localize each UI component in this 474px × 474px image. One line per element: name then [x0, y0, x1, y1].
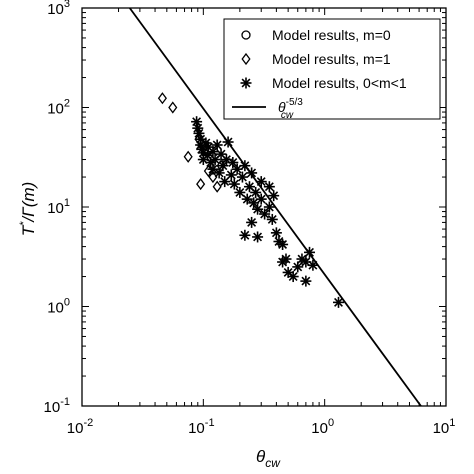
- legend-entries: Model results, m=0 Model results, m=1 Mode…: [232, 27, 407, 121]
- data-point-asterisk: [202, 141, 214, 153]
- data-point-asterisk: [239, 229, 251, 241]
- legend-entry: Model results, m=0: [241, 27, 391, 43]
- y-tick-label-exp: 2: [64, 98, 70, 110]
- data-point-asterisk: [234, 186, 246, 198]
- data-point-diamond: [196, 177, 206, 191]
- data-point-diamond: [208, 170, 218, 184]
- legend-marker-circle: [241, 30, 251, 40]
- legend-box: [223, 18, 441, 120]
- y-tick-label: 102: [47, 98, 70, 118]
- data-point-asterisk: [227, 157, 239, 169]
- x-tick-label: 10-1: [188, 417, 214, 437]
- x-tick-label-base: 10: [188, 420, 205, 437]
- x-axis-label-sub: cw: [265, 456, 281, 470]
- data-point-asterisk: [292, 261, 304, 273]
- legend-label-sub: cw: [281, 110, 294, 121]
- y-tick-label-exp: 3: [64, 0, 70, 10]
- x-tick-label-exp: -1: [205, 417, 215, 429]
- data-point-diamond: [168, 101, 178, 114]
- legend-marker-diamond: [241, 52, 251, 66]
- data-point-asterisk: [304, 246, 316, 258]
- y-tick-label-base: 10: [47, 300, 64, 317]
- y-tick-label: 10-1: [44, 396, 70, 416]
- data-point-asterisk: [255, 176, 267, 188]
- data-point-asterisk: [228, 178, 240, 190]
- y-tick-label: 101: [47, 197, 70, 217]
- x-tick-label-exp: 1: [449, 417, 455, 429]
- data-point-diamond: [212, 180, 222, 193]
- legend-label: Model results, m=1: [272, 51, 391, 67]
- x-axis-label: θcw: [256, 447, 281, 470]
- y-axis-label-sup: *: [18, 221, 30, 226]
- data-point-diamond: [183, 150, 193, 163]
- y-tick-label-exp: 1: [64, 197, 70, 209]
- data-point-asterisk: [268, 190, 280, 202]
- data-point-asterisk: [259, 208, 271, 220]
- data-point-asterisk: [252, 203, 264, 215]
- data-point-asterisk: [225, 169, 237, 181]
- legend-entry: Model results, 0<m<1: [240, 75, 407, 91]
- data-point-asterisk: [241, 193, 253, 205]
- data-point-asterisk: [219, 176, 231, 188]
- y-tick-label-base: 10: [44, 399, 61, 416]
- data-point-asterisk: [236, 171, 248, 183]
- x-tick-label-base: 10: [433, 420, 450, 437]
- x-tick-label-base: 10: [311, 420, 328, 437]
- data-point-diamond: [157, 92, 167, 105]
- legend-entry: θ-5/3 cw: [232, 97, 303, 121]
- x-tick-labels: 10-2 10-1 100 101: [67, 417, 456, 437]
- data-point-asterisk: [277, 256, 289, 268]
- x-tick-label: 10-2: [67, 417, 93, 437]
- x-tick-label: 101: [433, 417, 456, 437]
- data-point-asterisk: [207, 163, 219, 175]
- x-axis-label-main: θ: [256, 447, 266, 466]
- power-law-line-group: [129, 7, 422, 407]
- data-point-asterisk: [255, 193, 267, 205]
- y-axis-label-t: T: [19, 224, 38, 236]
- data-point-asterisk: [239, 160, 251, 172]
- power-law-line: [129, 7, 422, 407]
- axis-ticks: [81, 8, 446, 407]
- x-tick-label-base: 10: [67, 420, 84, 437]
- data-point-asterisk: [263, 181, 275, 193]
- y-tick-label-exp: -1: [60, 396, 70, 408]
- data-point-asterisk: [222, 136, 234, 148]
- data-point-asterisk: [287, 271, 299, 283]
- data-point-asterisk: [270, 227, 282, 239]
- legend-label: θ-5/3 cw: [278, 97, 303, 121]
- x-tick-label-exp: 0: [328, 417, 334, 429]
- data-point-asterisk: [211, 139, 223, 151]
- y-tick-label-base: 10: [47, 101, 64, 118]
- data-point-asterisk: [277, 238, 289, 250]
- legend-marker-asterisk: [240, 77, 252, 89]
- y-tick-label-base: 10: [47, 200, 64, 217]
- y-tick-label-base: 10: [47, 1, 64, 18]
- legend: Model results, m=0 Model results, m=1 Mode…: [223, 18, 441, 121]
- data-point-asterisk: [307, 259, 319, 271]
- y-axis-label-rest: /Γ(m): [19, 182, 38, 223]
- y-tick-label: 103: [47, 0, 70, 18]
- y-axis-label: T*/Γ(m): [18, 182, 38, 237]
- data-point-asterisk: [332, 296, 344, 308]
- x-tick-label: 100: [311, 417, 334, 437]
- legend-label-sup: -5/3: [286, 97, 304, 108]
- y-tick-label-exp: 0: [64, 297, 70, 309]
- data-point-asterisk: [209, 154, 221, 166]
- legend-label: Model results, m=0: [272, 27, 391, 43]
- data-point-asterisk: [246, 167, 258, 179]
- data-point-asterisk: [248, 197, 260, 209]
- data-point-asterisk: [266, 213, 278, 225]
- legend-entry: Model results, m=1: [241, 51, 391, 67]
- data-markers: [157, 92, 344, 308]
- y-tick-label: 100: [47, 297, 70, 317]
- data-point-asterisk: [252, 231, 264, 243]
- data-point-asterisk: [263, 201, 275, 213]
- legend-label: Model results, 0<m<1: [272, 75, 407, 91]
- x-tick-label-exp: -2: [83, 417, 93, 429]
- data-point-asterisk: [300, 275, 312, 287]
- data-point-asterisk: [246, 216, 258, 228]
- legend-label-main: θ: [278, 99, 286, 115]
